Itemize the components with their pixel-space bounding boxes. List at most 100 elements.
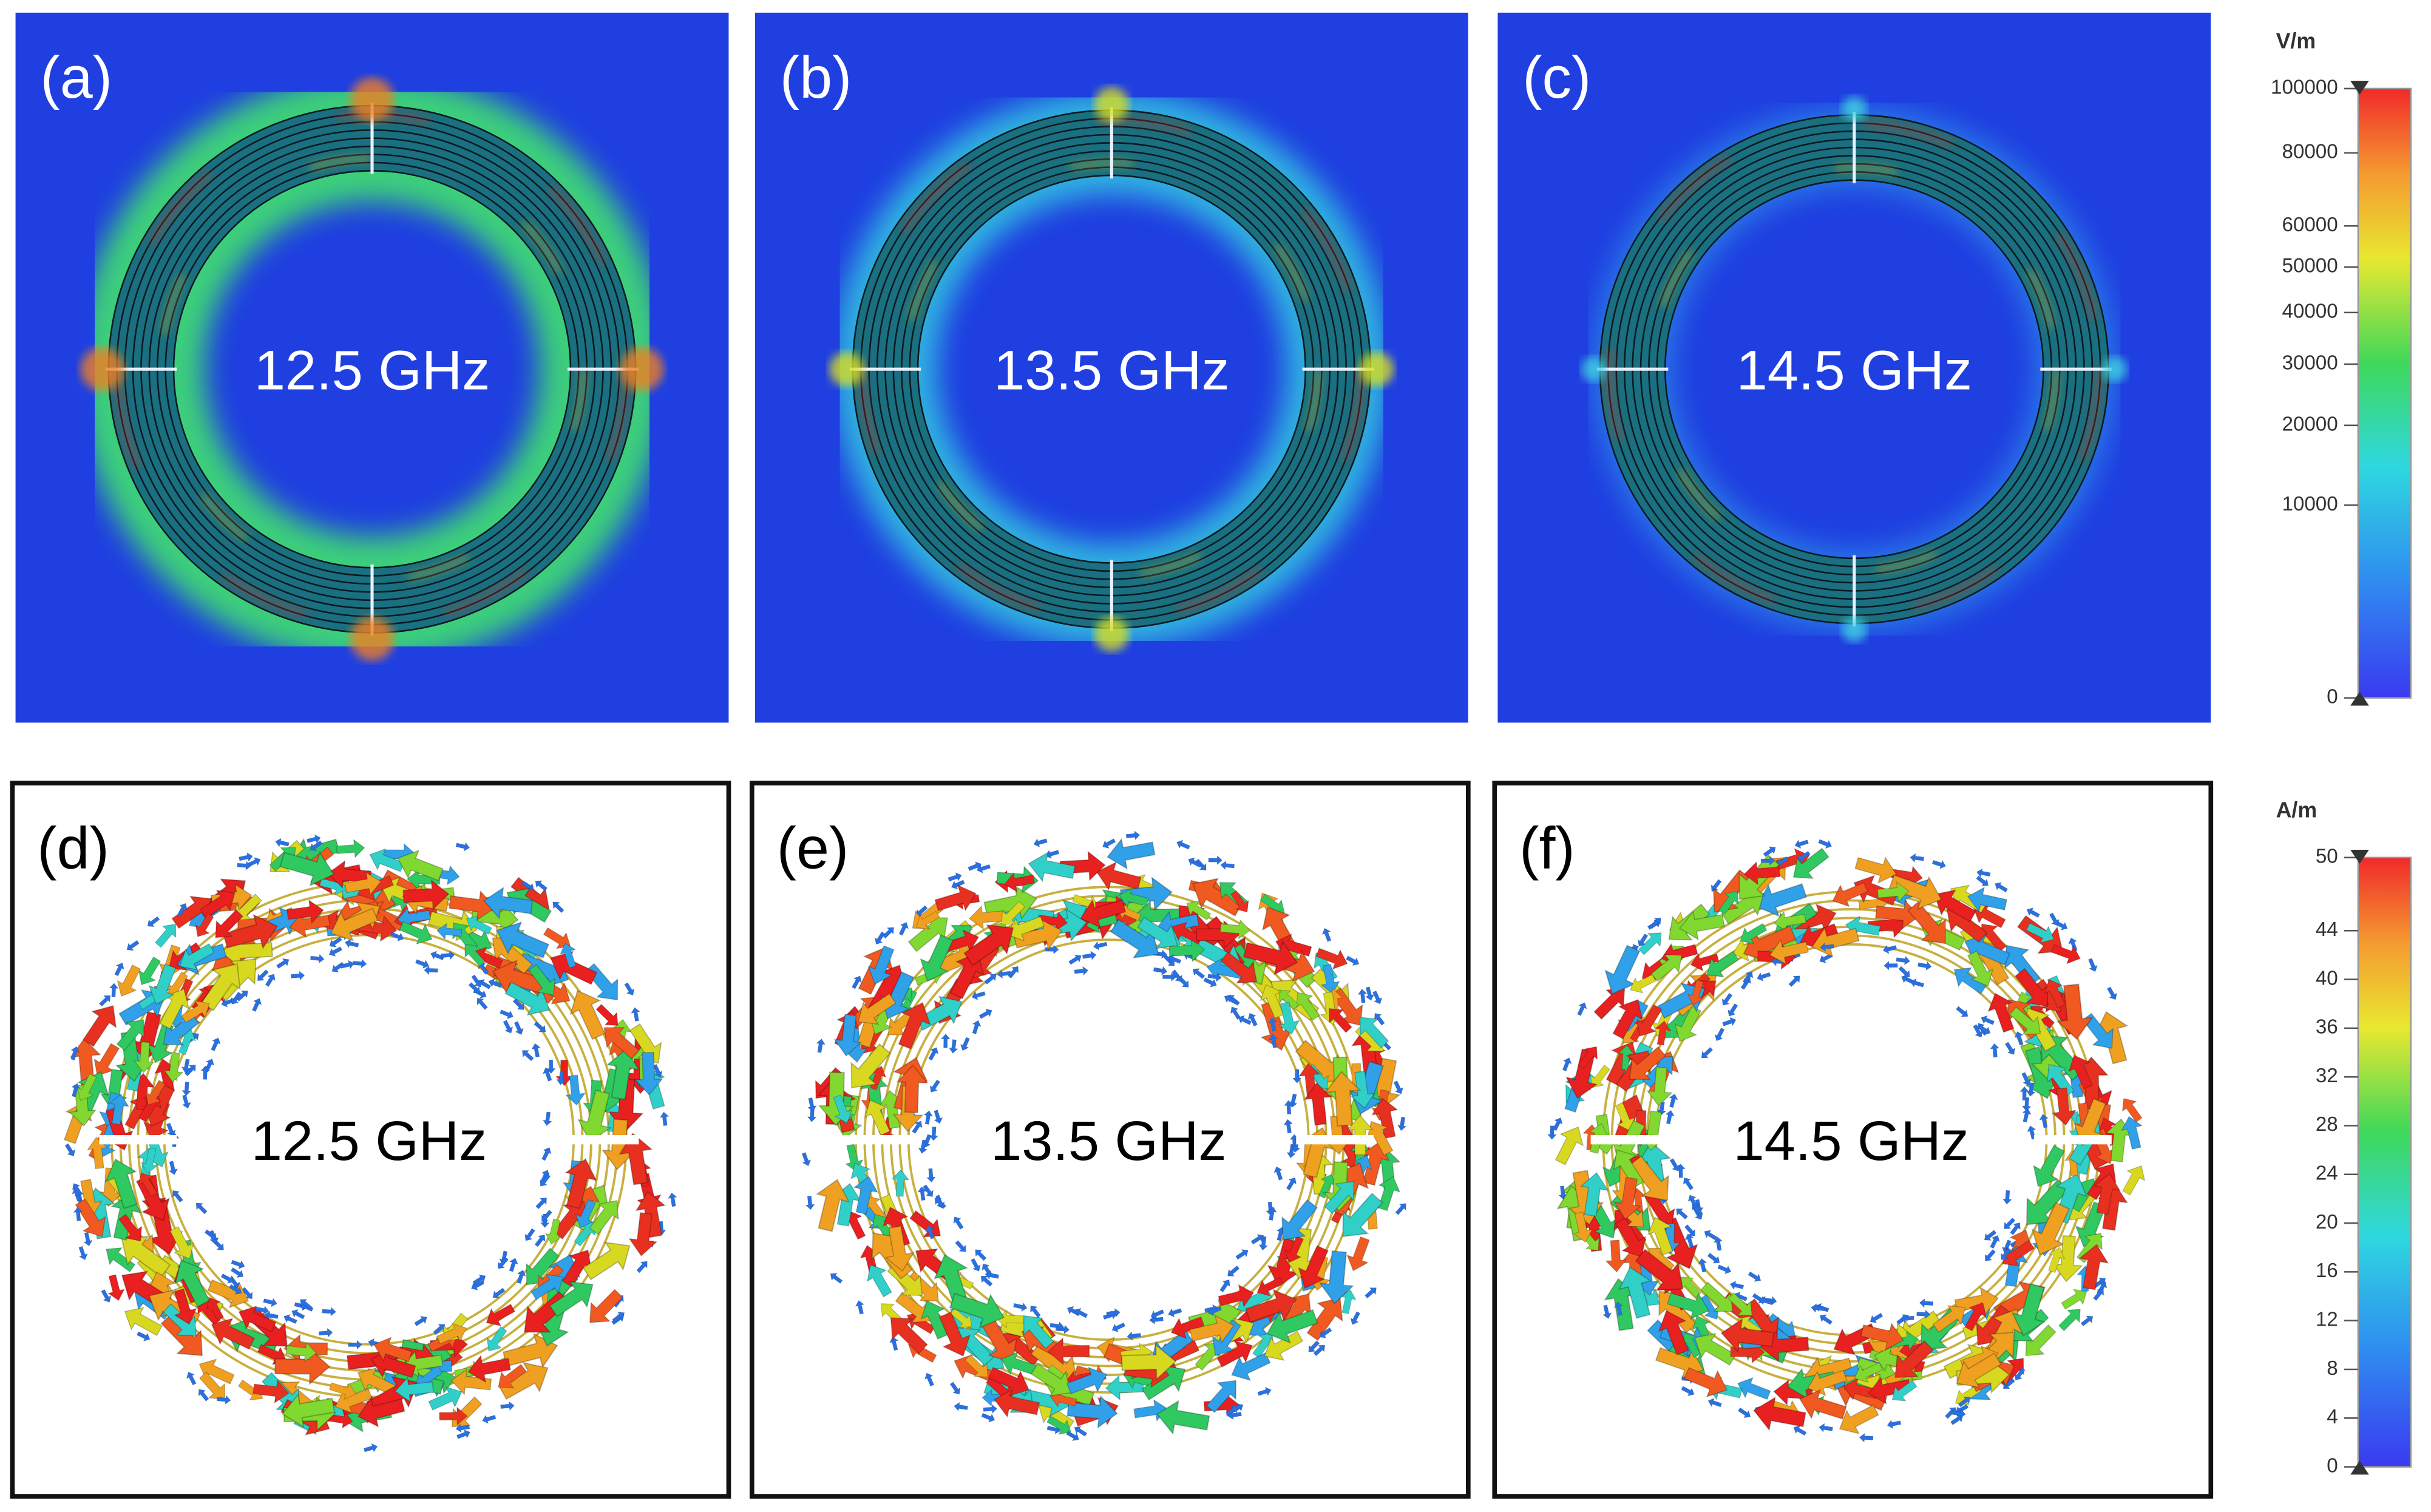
- colorbar-tick-label: 0: [2327, 685, 2338, 708]
- gap-hotspot: [1094, 87, 1129, 121]
- arrow: [1573, 1212, 1593, 1243]
- arrow: [546, 1059, 556, 1074]
- arrow: [1283, 1119, 1293, 1134]
- arrow: [439, 1406, 468, 1426]
- gap-hotspot: [350, 78, 394, 121]
- arrow: [855, 1300, 864, 1315]
- arrow: [329, 1382, 356, 1400]
- arrow: [1577, 1002, 1587, 1016]
- arrow: [471, 974, 482, 988]
- arrow: [541, 1210, 552, 1222]
- arrow: [1224, 994, 1238, 1005]
- arrow: [805, 1195, 815, 1210]
- arrow: [514, 1021, 524, 1035]
- arrow: [1615, 1102, 1635, 1131]
- arrow: [1227, 1266, 1240, 1276]
- arrow: [1701, 1047, 1714, 1059]
- arrow: [252, 998, 262, 1012]
- arrow: [1230, 1006, 1241, 1020]
- arrow: [169, 1226, 194, 1259]
- arrow: [917, 1186, 927, 1201]
- arrow: [1669, 1093, 1678, 1108]
- arrow: [628, 1212, 658, 1257]
- arrow: [455, 1423, 470, 1433]
- arrow: [606, 1048, 640, 1100]
- arrow: [264, 1310, 279, 1320]
- field-map: [15, 12, 729, 723]
- arrow: [864, 1099, 890, 1136]
- arrow: [1714, 1028, 1725, 1042]
- arrow: [975, 1249, 987, 1261]
- arrow: [1984, 1230, 1997, 1241]
- arrow: [577, 1089, 612, 1143]
- arrow: [220, 1273, 234, 1284]
- arrow: [1854, 856, 1897, 884]
- arrow: [198, 1389, 209, 1402]
- arrow: [2031, 1201, 2070, 1256]
- arrow: [965, 1354, 988, 1378]
- arrow: [1286, 1177, 1297, 1191]
- arrow: [569, 989, 606, 1040]
- arrow: [589, 1289, 623, 1323]
- arrow: [1669, 1158, 1680, 1171]
- arrow: [134, 1042, 155, 1073]
- arrow: [934, 1110, 943, 1124]
- arrow: [1757, 972, 1771, 981]
- arrow: [1647, 1216, 1673, 1256]
- arrow: [137, 1331, 151, 1341]
- frequency-label: 14.5 GHz: [1734, 1110, 1969, 1172]
- arrow: [1613, 1301, 1623, 1316]
- arrow: [334, 1388, 373, 1414]
- colorbar-marker: [2350, 850, 2369, 864]
- arrow: [1219, 1280, 1230, 1292]
- arrow: [124, 1307, 163, 1337]
- arrow: [1324, 1071, 1361, 1127]
- arrow: [496, 921, 550, 959]
- arrow: [1208, 855, 1222, 865]
- arrow: [456, 1429, 470, 1439]
- arrow: [1167, 954, 1182, 964]
- colorbar-tick-label: 30000: [2282, 352, 2338, 375]
- arrow: [1001, 901, 1026, 926]
- arrow: [1638, 934, 1649, 947]
- arrow: [402, 879, 450, 910]
- gap: [1590, 1135, 1669, 1145]
- arrow: [78, 1246, 88, 1260]
- arrow: [1365, 1287, 1377, 1299]
- arrow: [1711, 879, 1722, 892]
- arrow: [285, 1341, 317, 1363]
- frequency-label: 14.5 GHz: [1737, 339, 1972, 401]
- colorbar-tick-label: 40: [2316, 967, 2338, 989]
- arrow: [1707, 1253, 1720, 1264]
- arrow: [1168, 1308, 1182, 1318]
- arrow: [968, 905, 1006, 931]
- arrow: [2009, 1006, 2041, 1035]
- arrow: [1125, 830, 1141, 840]
- arrow: [211, 1037, 221, 1051]
- arrow: [2039, 1114, 2049, 1128]
- arrow: [833, 1014, 862, 1057]
- gap-hotspot: [80, 347, 124, 391]
- arrow: [348, 1340, 362, 1350]
- arrow: [471, 1280, 485, 1290]
- arrow: [624, 982, 635, 995]
- arrow: [138, 1172, 158, 1197]
- arrow: [185, 1065, 196, 1077]
- arrow: [1818, 839, 1833, 849]
- arrow: [668, 1192, 677, 1207]
- arrow: [2077, 1232, 2103, 1264]
- arrow: [1995, 882, 2008, 893]
- arrow: [924, 1372, 934, 1387]
- arrow: [1397, 1116, 1407, 1131]
- arrow: [101, 1289, 112, 1303]
- arrow: [925, 1225, 935, 1239]
- arrow: [307, 834, 321, 844]
- panel-label: (a): [40, 44, 112, 110]
- arrow: [1111, 1322, 1126, 1332]
- colorbar-unit: A/m: [2276, 798, 2317, 822]
- panel: (d) 12.5 GHz: [10, 781, 731, 1499]
- arrow: [816, 1039, 826, 1053]
- arrow: [155, 923, 177, 948]
- panel: (f) 14.5 GHz: [1492, 781, 2214, 1499]
- arrow: [1013, 1302, 1028, 1312]
